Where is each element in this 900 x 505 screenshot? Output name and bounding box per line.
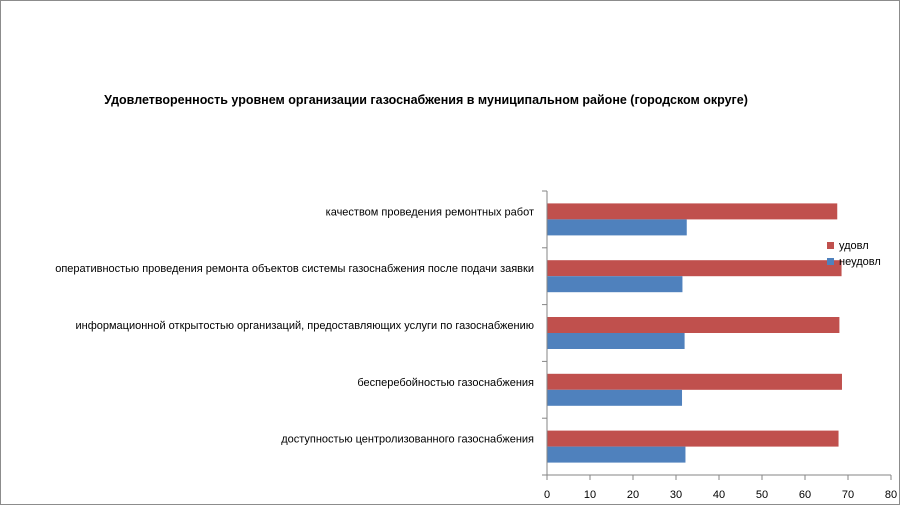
category-label: качеством проведения ремонтных работ: [326, 206, 534, 218]
x-tick-label: 70: [842, 489, 854, 501]
legend-label: неудовл: [839, 256, 881, 268]
bar-neudovl-2: [547, 333, 685, 349]
x-tick-label: 80: [885, 489, 897, 501]
legend-label: удовл: [839, 240, 869, 252]
legend-swatch-0: [827, 242, 834, 249]
x-tick-label: 60: [799, 489, 811, 501]
legend: удовл неудовл: [827, 240, 881, 268]
chart-title: Удовлетворенность уровнем организации га…: [104, 93, 748, 107]
bar-udovl-3: [547, 373, 842, 390]
plot-area: качеством проведения ремонтных работ опер…: [55, 190, 897, 501]
bar-udovl-4: [547, 430, 839, 447]
x-tick-label: 10: [584, 489, 596, 501]
category-label: бесперебойностью газоснабжения: [357, 377, 534, 389]
x-tick-label: 30: [670, 489, 682, 501]
bar-neudovl-3: [547, 389, 683, 406]
bar-neudovl-4: [547, 446, 686, 463]
bar-udovl-0: [547, 203, 838, 220]
bar-udovl-1: [547, 260, 842, 277]
category-label: доступностью центролизованного газоснабж…: [281, 434, 534, 446]
category-label: информационной открытостью организаций, …: [75, 320, 534, 332]
x-tick-label: 50: [756, 489, 768, 501]
x-tick-label: 20: [627, 489, 639, 501]
x-tick-label: 40: [713, 489, 725, 501]
bar-udovl-2: [547, 317, 840, 333]
legend-swatch-1: [827, 258, 834, 265]
x-tick-label: 0: [544, 489, 550, 501]
bar-neudovl-1: [547, 276, 683, 293]
bar-neudovl-0: [547, 219, 687, 236]
category-label: оперативностью проведения ремонта объект…: [55, 263, 534, 275]
